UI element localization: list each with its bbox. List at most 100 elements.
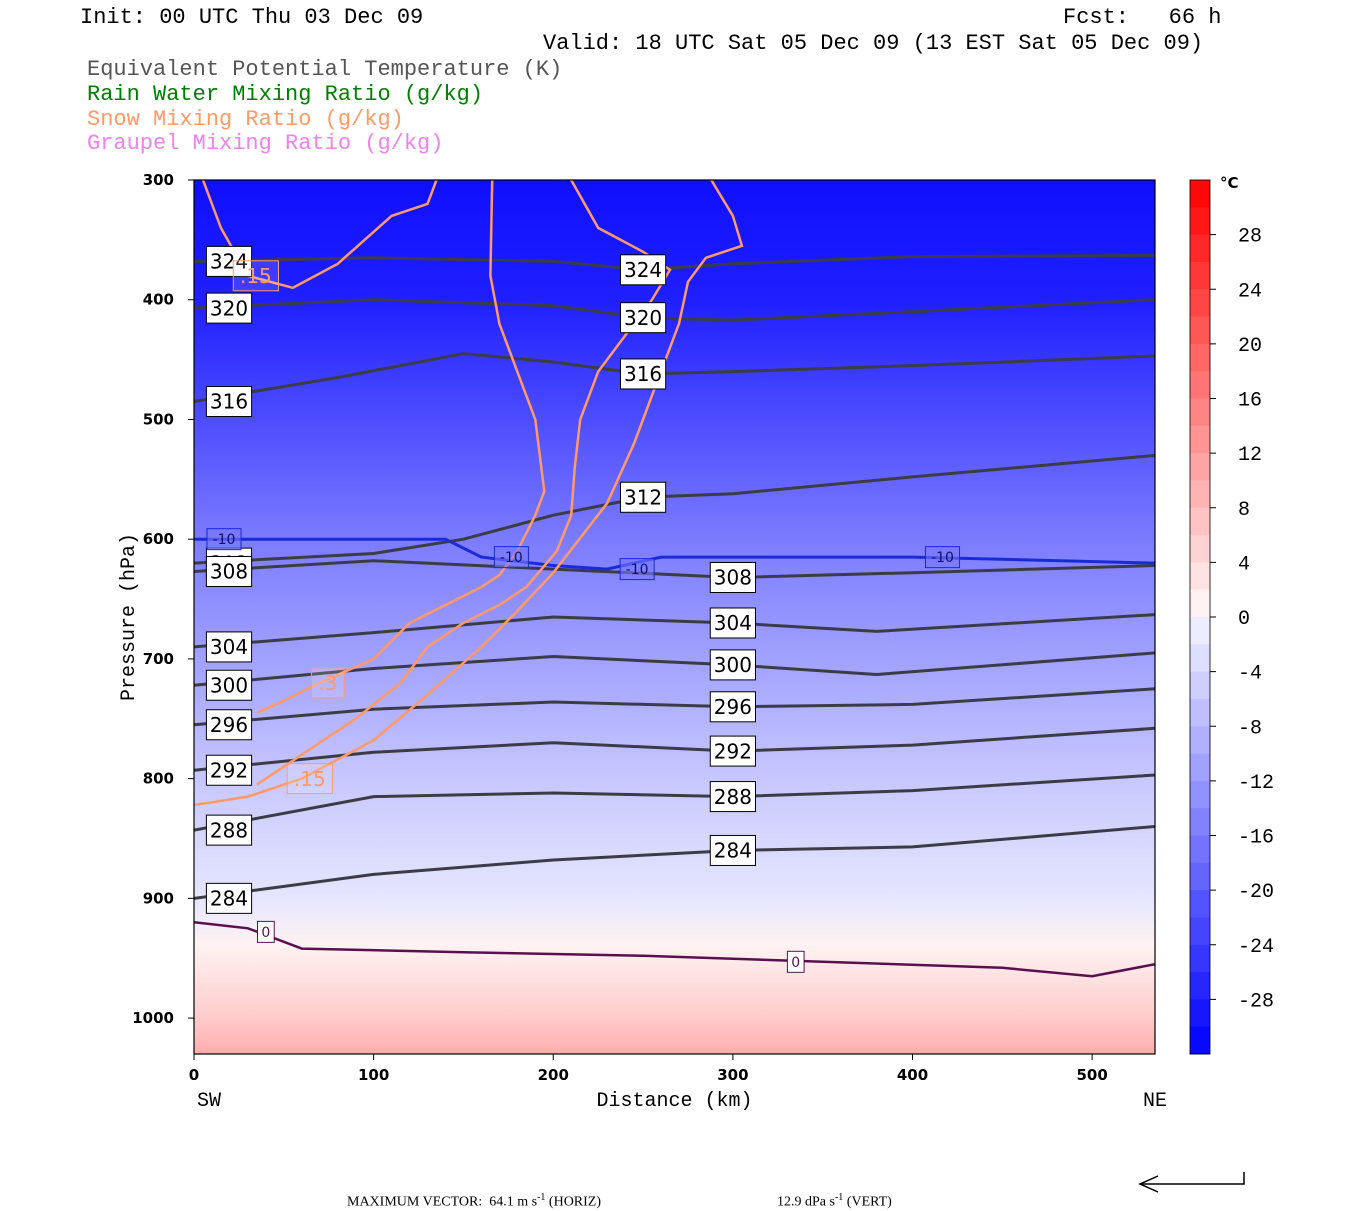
footer-vert: 12.9 dPa s-1 (VERT) — [770, 1176, 892, 1211]
colorbar-label-20: 20 — [1238, 335, 1262, 358]
theta-e-contour-312 — [194, 453, 1155, 565]
theta-e-label-284-1-text: 284 — [714, 839, 752, 863]
theta-e-label-312-1: 312 — [619, 481, 667, 513]
colorbar-swatch-18 — [1190, 671, 1210, 700]
theta-e-label-308-0-text: 308 — [210, 560, 248, 584]
colorbar-swatch-7 — [1190, 371, 1210, 399]
temperature-shading — [194, 180, 1155, 1054]
colorbar-swatch-30 — [1190, 999, 1210, 1028]
colorbar-swatch-20 — [1190, 726, 1210, 755]
theta-e-label-320-1-text: 320 — [624, 306, 662, 330]
colorbar-swatch-21 — [1190, 753, 1210, 782]
theta-e-label-324-1: 324 — [619, 254, 667, 286]
theta-e-contour-304 — [194, 613, 1155, 649]
footer-vert-tag: (VERT) — [846, 1194, 892, 1210]
theta-e-label-292-1-text: 292 — [714, 739, 752, 763]
y-tick-label-400: 400 — [143, 291, 174, 309]
freezing-label-1-text: 0 — [791, 955, 800, 971]
footer-horiz-exp: -1 — [537, 1192, 546, 1203]
theta-e-label-308-1: 308 — [709, 561, 756, 593]
colorbar-swatch-16 — [1190, 617, 1210, 645]
x-end-label-right: NE — [1143, 1090, 1167, 1113]
theta-e-label-300-0: 300 — [205, 669, 253, 701]
theta-e-label-296-1-box — [709, 691, 756, 723]
colorbar-swatch-19 — [1190, 698, 1210, 727]
theta-e-label-284-0-text: 284 — [210, 887, 248, 911]
x-tick-label-400: 400 — [897, 1066, 928, 1084]
theta-e-contour-288 — [194, 773, 1155, 832]
isotherm-label-6-text: -10 — [931, 550, 954, 566]
snow-contour-2 — [201, 180, 438, 290]
colorbar-label--24: -24 — [1238, 936, 1274, 959]
colorbar-label-8: 8 — [1238, 499, 1250, 522]
freezing-label-0-text: 0 — [261, 925, 270, 941]
x-end-label-left: SW — [197, 1090, 221, 1113]
theta-e-label-304-1-box — [709, 607, 756, 639]
theta-e-label-292-1-box — [709, 735, 756, 767]
snow-contour-3 — [256, 180, 672, 786]
footer-vert-unit: dPa s — [805, 1194, 835, 1210]
x-tick-label-500: 500 — [1076, 1066, 1107, 1084]
y-axis-label: Pressure (hPa) — [118, 533, 141, 701]
theta-e-label-288-1: 288 — [709, 781, 756, 813]
colorbar-swatch-14 — [1190, 562, 1210, 591]
x-tick-label-300: 300 — [717, 1066, 748, 1084]
colorbar-label--8: -8 — [1238, 717, 1262, 740]
y-tick-label-600: 600 — [143, 530, 174, 548]
theta-e-label-320-0: 320 — [205, 292, 253, 324]
theta-e-label-324-1-text: 324 — [624, 258, 662, 282]
theta-e-label-288-0: 288 — [205, 814, 253, 846]
theta-e-label-288-0-text: 288 — [210, 818, 248, 842]
theta-e-contour-284 — [194, 825, 1155, 900]
colorbar-swatch-5 — [1190, 316, 1210, 345]
theta-e-label-300-0-text: 300 — [210, 673, 248, 697]
theta-e-label-308-1-box — [709, 561, 756, 593]
x-tick-label-200: 200 — [538, 1066, 569, 1084]
theta-e-label-304-1: 304 — [709, 607, 756, 639]
theta-e-label-304-0: 304 — [205, 631, 253, 663]
snow-label-0: .15 — [286, 763, 333, 795]
legend-rain: Rain Water Mixing Ratio (g/kg) — [87, 82, 484, 107]
theta-e-contour-316 — [194, 352, 1155, 403]
theta-e-label-288-1-box — [709, 781, 756, 813]
theta-e-label-316-1: 316 — [619, 358, 667, 390]
theta-e-label-324-1-box — [619, 254, 667, 286]
isotherm-label-0-text: -10 — [213, 532, 236, 548]
theta-e-label-300-0-box — [205, 669, 253, 701]
colorbar-label-28: 28 — [1238, 226, 1262, 249]
colorbar-label-4: 4 — [1238, 553, 1250, 576]
theta-e-label-320-1-box — [619, 302, 667, 334]
theta-e-label-312-1-box — [619, 481, 667, 513]
theta-e-label-316-0-text: 316 — [210, 390, 248, 414]
footer-vert-value: 12.9 — [777, 1194, 802, 1210]
theta-e-label-308-0-box — [205, 556, 253, 588]
footer-horiz-unit: m s — [517, 1194, 538, 1210]
theta-e-label-296-0: 296 — [205, 709, 253, 741]
theta-e-label-284-1: 284 — [709, 834, 756, 866]
forecast-hour: Fcst: 66 h — [1063, 5, 1222, 30]
colorbar-swatch-24 — [1190, 835, 1210, 864]
isotherm-label-4: -10 — [619, 558, 655, 581]
snow-label-2-box — [232, 260, 279, 292]
colorbar-swatch-13 — [1190, 535, 1210, 563]
snow-label-1-box — [310, 667, 345, 699]
theta-e-label-316-1-text: 316 — [624, 362, 662, 386]
theta-e-label-296-1: 296 — [709, 691, 756, 723]
theta-e-label-300-1-text: 300 — [714, 653, 752, 677]
isotherm-label-6-box — [924, 546, 961, 569]
footer-max-vector: MAXIMUM VECTOR: 64.1 m s-1 (HORIZ) — [340, 1176, 601, 1211]
y-tick-label-300: 300 — [143, 171, 174, 189]
legend-graupel: Graupel Mixing Ratio (g/kg) — [87, 131, 444, 156]
colorbar-unit: °C — [1220, 174, 1239, 192]
footer-vert-exp: -1 — [834, 1192, 844, 1203]
isotherm-label-0-box — [206, 528, 242, 551]
y-tick-label-700: 700 — [143, 650, 174, 668]
y-tick-label-500: 500 — [143, 410, 174, 428]
isotherm-label-2-box — [493, 546, 529, 569]
theta-e-label-296-0-box — [205, 709, 253, 741]
colorbar-label--12: -12 — [1238, 772, 1274, 795]
snow-label-1: .3 — [310, 667, 345, 699]
theta-e-contour-296 — [194, 687, 1155, 727]
colorbar-swatch-3 — [1190, 261, 1210, 290]
